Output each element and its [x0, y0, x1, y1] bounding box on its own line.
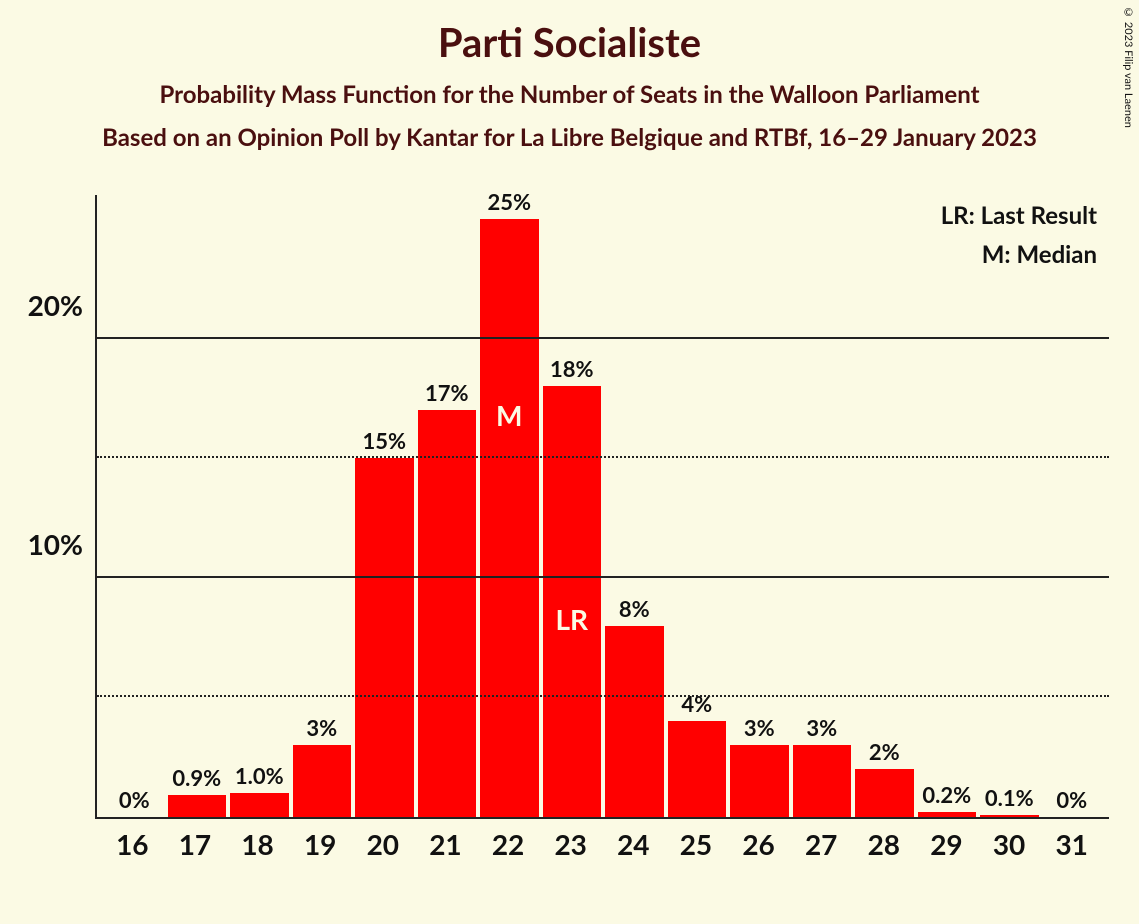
- chart-area: LR: Last Result M: Median 0%0.9%1.0%3%15…: [95, 195, 1109, 864]
- x-tick-label: 28: [855, 819, 914, 864]
- x-tick-label: 30: [980, 819, 1039, 864]
- bar-column: 1.0%: [230, 195, 289, 817]
- bar-column: 4%: [668, 195, 727, 817]
- bar-column: 17%: [418, 195, 477, 817]
- bar: 3%: [793, 745, 852, 817]
- x-tick-label: 21: [416, 819, 475, 864]
- x-tick-label: 29: [917, 819, 976, 864]
- bar-column: 3%: [293, 195, 352, 817]
- bar: 0.9%: [168, 795, 227, 817]
- y-tick-label: 20%: [28, 288, 83, 322]
- bar-column: 0.9%: [168, 195, 227, 817]
- bar-column: 0%: [1043, 195, 1102, 817]
- x-tick-label: 25: [667, 819, 726, 864]
- bar-column: 15%: [355, 195, 414, 817]
- last-result-marker: LR: [555, 602, 588, 636]
- bar: 4%: [668, 721, 727, 817]
- copyright-text: © 2023 Filip van Laenen: [1122, 6, 1135, 128]
- x-tick-label: 18: [228, 819, 287, 864]
- gridline-minor: [97, 456, 1109, 458]
- bar-column: 8%: [605, 195, 664, 817]
- bar-column: 3%: [793, 195, 852, 817]
- bar-value-label: 0.9%: [172, 764, 221, 791]
- bar: 0.1%: [980, 815, 1039, 817]
- bar-value-label: 0%: [119, 786, 150, 813]
- bar-column: 2%: [855, 195, 914, 817]
- bar-column: 25%M: [480, 195, 539, 817]
- bar-column: 18% LR: [543, 195, 602, 817]
- chart-title: Parti Socialiste: [0, 0, 1139, 66]
- bar-value-label: 4%: [681, 690, 712, 717]
- bar-value-label: 0%: [1056, 786, 1087, 813]
- bar: 8%: [605, 626, 664, 817]
- bar-value-label: 15%: [362, 427, 406, 454]
- x-tick-label: 24: [604, 819, 663, 864]
- x-tick-label: 22: [479, 819, 538, 864]
- chart-subtitle-2: Based on an Opinion Poll by Kantar for L…: [0, 123, 1139, 152]
- x-tick-label: 20: [354, 819, 413, 864]
- median-marker: M: [496, 398, 522, 432]
- bar-value-label: 18%: [550, 355, 594, 382]
- bar: 0.2%: [918, 812, 977, 817]
- bar: 25%M: [480, 219, 539, 817]
- x-tick-label: 26: [729, 819, 788, 864]
- bar: 2%: [855, 769, 914, 817]
- bar-value-label: 2%: [869, 738, 900, 765]
- gridline-major: [97, 576, 1109, 578]
- bar-value-label: 1.0%: [235, 762, 284, 789]
- bar-column: 3%: [730, 195, 789, 817]
- bar: 1.0%: [230, 793, 289, 817]
- plot-area: LR: Last Result M: Median 0%0.9%1.0%3%15…: [95, 195, 1109, 819]
- bar-column: 0.1%: [980, 195, 1039, 817]
- bar: 17%: [418, 410, 477, 817]
- x-tick-label: 27: [792, 819, 851, 864]
- chart-subtitle-1: Probability Mass Function for the Number…: [0, 80, 1139, 109]
- bar: 18%LR: [543, 386, 602, 817]
- bars-container: 0%0.9%1.0%3%15%17%25%M18%LR8%4%3%3%2%0.2…: [97, 195, 1109, 817]
- bar-column: 0%: [105, 195, 164, 817]
- bar-value-label: 0.2%: [922, 781, 971, 808]
- bar-value-label: 0.1%: [985, 784, 1034, 811]
- bar-value-label: 3%: [744, 714, 775, 741]
- gridline-minor: [97, 695, 1109, 697]
- x-tick-label: 31: [1042, 819, 1101, 864]
- bar-value-label: 25%: [487, 188, 531, 215]
- x-tick-label: 19: [291, 819, 350, 864]
- x-axis-ticks: 16171819202122232425262728293031: [95, 819, 1109, 864]
- bar-value-label: 3%: [806, 714, 837, 741]
- bar: 3%: [293, 745, 352, 817]
- bar: 15%: [355, 458, 414, 817]
- x-tick-label: 23: [541, 819, 600, 864]
- bar-value-label: 3%: [306, 714, 337, 741]
- bar: 3%: [730, 745, 789, 817]
- gridline-major: [97, 337, 1109, 339]
- x-tick-label: 16: [103, 819, 162, 864]
- bar-column: 0.2%: [918, 195, 977, 817]
- bar-value-label: 17%: [425, 379, 469, 406]
- y-tick-label: 10%: [28, 527, 83, 561]
- bar-value-label: 8%: [619, 595, 650, 622]
- x-tick-label: 17: [166, 819, 225, 864]
